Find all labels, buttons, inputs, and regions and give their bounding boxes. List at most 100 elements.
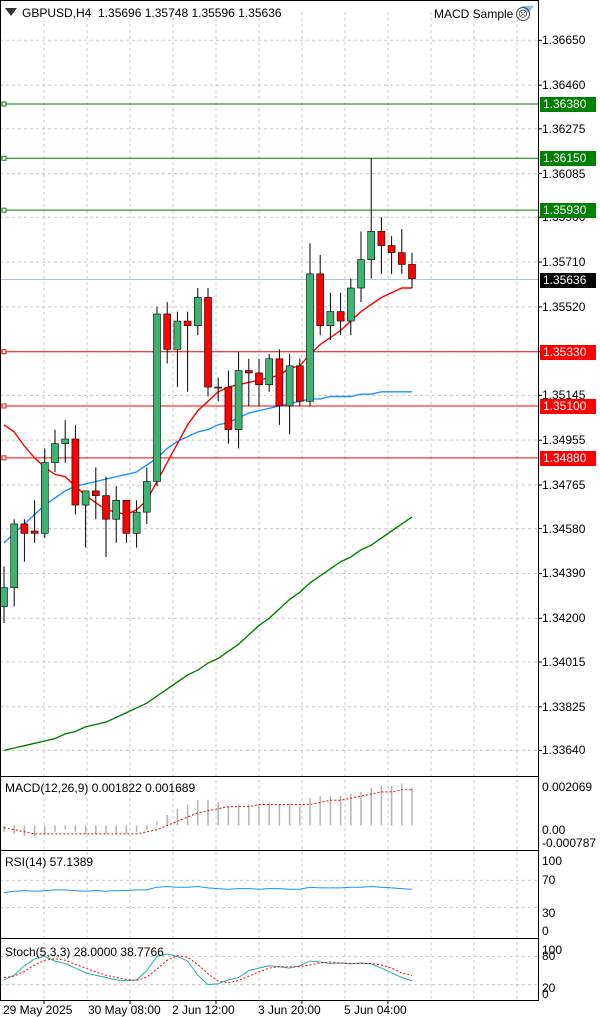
candle-body [234,370,243,430]
price-axis-label: 1.34765 [542,478,586,492]
price-levels[interactable] [0,101,538,461]
stoch-pane [0,953,538,986]
price-axis-label: 1.34390 [542,566,586,581]
candle-body [92,490,100,496]
price-axis-label: 1.36650 [542,33,586,48]
candle-body [40,462,49,534]
price-level-handle [1,455,7,461]
macd-pane [3,783,413,836]
candle-body [112,500,120,520]
candle-body [408,264,416,279]
price-level-tag[interactable]: 1.34880 [540,450,596,466]
candle-body [306,273,314,402]
price-axis-label: 1.36275 [542,121,586,136]
stoch-axis-20: 20 [542,981,556,995]
grid [0,12,542,1000]
price-axis-label: 1.34955 [542,433,586,448]
price-axis-label: 1.34580 [542,521,586,536]
candle-body [387,245,396,253]
rsi-line [3,885,413,894]
candle-body [346,287,355,322]
price-axis-label: 1.34015 [542,654,586,669]
candle-body [224,386,233,430]
candle-body [20,523,29,534]
frown-icon[interactable]: ☹ [516,7,530,21]
rsi-axis-100: 100 [542,854,563,868]
price-level-tag[interactable]: 1.36150 [540,151,596,167]
price-level-handle [1,101,7,107]
candle-body [61,438,70,445]
price-level-tag[interactable]: 1.36380 [540,97,596,112]
pane-frame [0,938,539,1001]
candle-body [285,365,294,407]
candle-body [0,587,8,607]
stoch-d-line [3,954,413,984]
candle-body [194,297,202,327]
candle-body [143,481,151,513]
price-level-tag[interactable]: 1.35100 [540,398,596,414]
macd-signal-line [3,789,412,835]
stoch-axis-80: 80 [542,949,556,963]
rsi-axis-0: 0 [542,924,549,938]
ma-slow-line [3,516,413,752]
time-label: 3 Jun 20:00 [258,1003,321,1017]
stoch-k-line [3,953,413,986]
candle-body [204,297,212,388]
candle-body [255,372,263,386]
stoch-axis-100: 100 [542,943,563,957]
price-axis-label: 1.36460 [542,78,586,93]
rsi-axis-30: 30 [542,906,556,920]
price-level-handle [1,403,7,409]
candle-body [214,386,222,389]
symbol-label: GBPUSD,H4 [22,6,92,20]
candle-body [357,259,365,289]
time-label: 30 May 08:00 [88,1003,161,1017]
rsi-label: RSI(14) 57.1389 [5,855,94,869]
price-axis-label: 1.36085 [542,166,586,181]
candle-body [122,500,131,534]
candles[interactable] [0,158,416,624]
candle-body [163,313,171,350]
chart-menu-triangle-icon[interactable] [5,8,17,16]
price-axis-label: 1.35145 [542,388,586,403]
candle-body [295,365,304,402]
price-axis-label: 1.33640 [542,743,586,758]
price-level-handle [1,207,7,213]
rsi-axis-70: 70 [542,873,556,887]
candle-body [153,313,161,482]
price-level-tag[interactable]: 1.35330 [540,344,596,360]
price-axis-label: 1.35520 [542,299,586,314]
time-label: 2 Jun 12:00 [172,1003,235,1017]
price-level-handle [1,155,7,161]
candle-body [30,530,39,534]
candle-body [245,370,253,374]
candle-body [102,495,110,520]
candle-body [265,358,274,386]
macd-axis-zero: 0.00 [542,823,566,837]
ohlc-values: 1.35696 1.35748 1.35596 1.35636 [98,6,282,20]
ma-mid-line [3,391,412,544]
time-label: 29 May 2025 [3,1003,73,1017]
candle-body [336,311,345,322]
price-level-tag[interactable]: 1.35930 [540,203,596,219]
symbol-ohlc-header: GBPUSD,H4 1.35696 1.35748 1.35596 1.3563… [22,6,282,20]
expert-name[interactable]: MACD Sample [434,7,514,21]
rsi-pane [0,879,538,909]
stoch-axis-0: 0 [542,987,549,1001]
candle-body [10,523,18,588]
macd-label: MACD(12,26,9) 0.001822 0.001689 [5,781,196,795]
price-axis-label: 1.34200 [542,611,586,626]
candle-body [326,311,335,327]
candle-body [81,490,90,506]
candle-body [71,438,80,506]
macd-axis-bottom: -0.000787 [542,836,597,850]
candle-body [132,511,141,534]
time-label: 5 Jun 04:00 [344,1003,407,1017]
candle-body [367,231,376,261]
price-axis-label: 1.33825 [542,699,586,714]
candle-body [183,320,192,327]
candle-body [316,273,325,327]
candle-body [377,231,386,246]
candle-body [173,320,182,350]
